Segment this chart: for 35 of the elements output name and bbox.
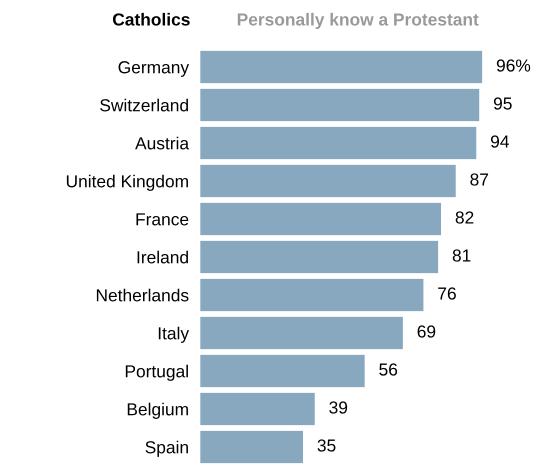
y-tick-label: Ireland bbox=[138, 250, 188, 264]
bar bbox=[200, 126, 476, 160]
chart-title: Catholics bbox=[112, 12, 190, 26]
bar bbox=[200, 202, 442, 236]
y-tick-label: Belgium bbox=[128, 402, 188, 419]
bar bbox=[200, 164, 456, 198]
data-label: 95 bbox=[494, 97, 512, 110]
data-label: 76 bbox=[438, 287, 456, 300]
data-label: 82 bbox=[456, 211, 474, 224]
data-label: 94 bbox=[490, 135, 509, 148]
data-label: 69 bbox=[418, 325, 436, 338]
y-tick-label: Austria bbox=[135, 136, 190, 150]
data-label: 87 bbox=[470, 173, 488, 186]
bar bbox=[200, 392, 315, 426]
bar bbox=[200, 316, 403, 350]
data-label: 81 bbox=[452, 249, 470, 262]
data-label: 35 bbox=[318, 439, 336, 452]
y-tick-label: Portugal bbox=[126, 364, 188, 381]
chart-subtitle: Personally know a Protestant bbox=[238, 12, 479, 30]
bar bbox=[200, 430, 303, 464]
y-tick-label: Spain bbox=[145, 440, 188, 457]
bar bbox=[200, 50, 482, 84]
y-tick-label: Switzerland bbox=[100, 98, 188, 112]
data-label: 39 bbox=[329, 401, 348, 414]
y-tick-label: Germany bbox=[118, 61, 190, 77]
bar bbox=[200, 88, 480, 122]
bar bbox=[200, 278, 424, 312]
y-tick-label: Netherlands bbox=[96, 288, 188, 302]
bar bbox=[200, 240, 438, 274]
y-tick-label: France bbox=[136, 213, 188, 226]
data-label: 96% bbox=[496, 59, 530, 72]
y-tick-label: Italy bbox=[158, 326, 190, 343]
data-label: 56 bbox=[379, 363, 398, 376]
bar bbox=[200, 354, 365, 388]
y-tick-label: United Kingdom bbox=[66, 174, 188, 191]
